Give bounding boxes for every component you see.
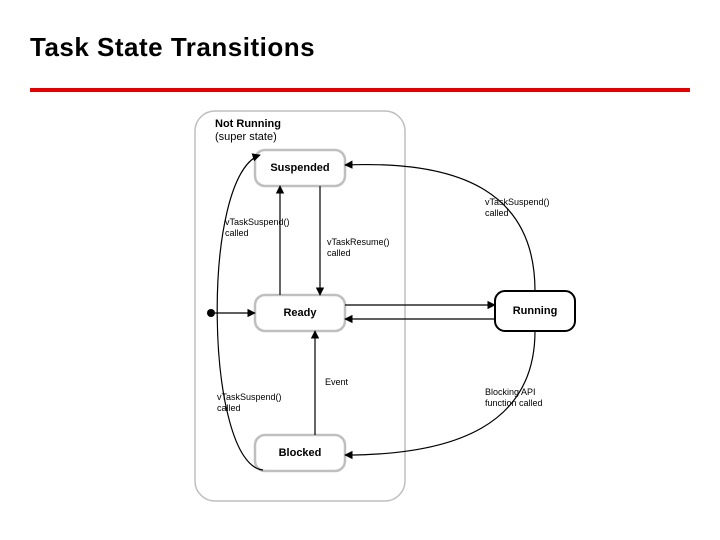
label-resume-1: vTaskResume(): [327, 237, 390, 247]
node-running-label: Running: [513, 305, 558, 317]
slide-title: Task State Transitions: [30, 32, 315, 63]
state-diagram: Not Running (super state) Suspended Read…: [185, 105, 615, 505]
label-suspend-right-2: called: [485, 208, 509, 218]
label-suspend-bottom-1: vTaskSuspend(): [217, 392, 282, 402]
label-suspend-left-1: vTaskSuspend(): [225, 217, 290, 227]
label-blocking-1: Blocking API: [485, 387, 536, 397]
label-blocking-2: function called: [485, 398, 543, 408]
label-resume-2: called: [327, 248, 351, 258]
node-ready-label: Ready: [283, 307, 317, 319]
label-suspend-left-2: called: [225, 228, 249, 238]
initial-state-dot: [207, 309, 215, 317]
label-suspend-right-1: vTaskSuspend(): [485, 197, 550, 207]
super-state-label-2: (super state): [215, 131, 277, 143]
super-state-label-1: Not Running: [215, 118, 281, 130]
node-blocked-label: Blocked: [279, 447, 322, 459]
label-suspend-bottom-2: called: [217, 403, 241, 413]
edge-running-suspended: [345, 165, 535, 291]
label-event: Event: [325, 377, 349, 387]
title-rule: [30, 88, 690, 92]
node-suspended-label: Suspended: [270, 162, 329, 174]
slide: Task State Transitions Not Running (supe…: [0, 0, 720, 540]
